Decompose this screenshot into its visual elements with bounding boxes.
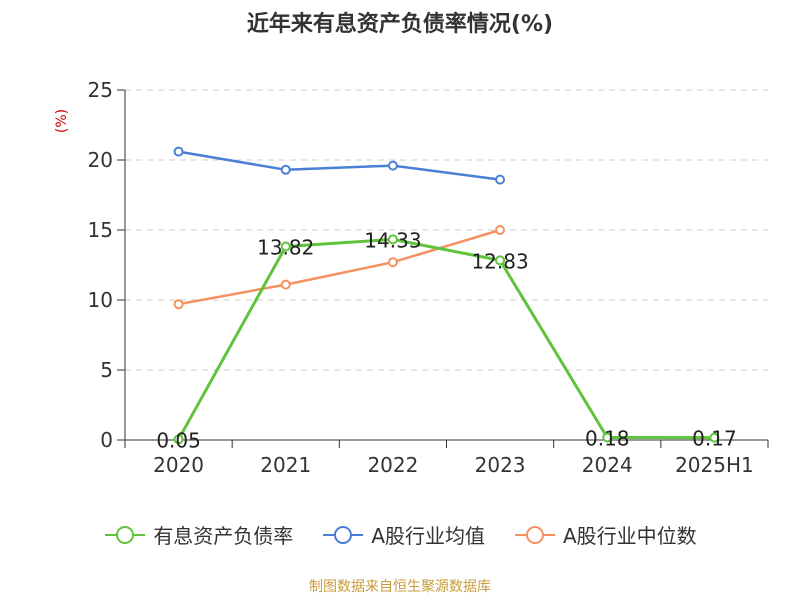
legend-item-industry-mean[interactable]: A股行业均值 [321,520,485,549]
x-tick-label: 2020 [153,453,204,477]
y-tick-label: 0 [100,428,113,452]
data-point-series-0 [709,432,720,443]
legend-marker-industry-median [515,525,555,544]
legend: 有息资产负债率 A股行业均值 A股行业中位数 [0,520,800,549]
legend-item-debt-ratio[interactable]: 有息资产负债率 [103,520,293,549]
data-point-series-1 [280,164,291,175]
chart-title: 近年来有息资产负债率情况(%) [246,12,554,37]
data-label: 0.17 [692,427,737,451]
data-point-series-1 [173,146,184,157]
data-point-series-1 [387,160,398,171]
legend-label-debt-ratio: 有息资产负债率 [153,524,294,548]
series-line-2 [178,228,501,306]
data-point-series-0 [280,241,291,252]
x-tick-label: 2024 [582,453,633,477]
series-line-0 [177,237,715,441]
data-label: 0.05 [156,428,201,452]
series-line-1 [178,150,501,181]
data-point-series-0 [387,234,398,245]
x-tick-label: 2022 [367,453,418,477]
legend-label-industry-median: A股行业中位数 [563,524,697,548]
data-source-note: 制图数据来自恒生聚源数据库 [309,579,491,595]
data-point-series-1 [495,174,506,185]
y-tick-label: 20 [88,148,113,172]
y-tick-label: 25 [88,78,113,102]
data-label: 0.18 [585,426,630,450]
x-tick-label: 2025H1 [675,453,754,477]
data-point-series-2 [173,299,184,310]
data-label: 13.82 [257,236,314,260]
x-tick-label: 2023 [475,453,526,477]
data-point-series-2 [387,257,398,268]
legend-item-industry-median[interactable]: A股行业中位数 [513,520,697,549]
data-label: 14.33 [364,228,421,252]
legend-marker-industry-mean [323,525,364,544]
data-point-series-0 [173,434,184,445]
y-tick-label: 10 [88,288,113,312]
data-point-series-2 [280,279,291,290]
data-label: 12.83 [471,249,528,273]
y-tick-label: 15 [88,218,113,242]
data-point-series-0 [495,255,506,266]
data-point-series-2 [495,225,506,235]
y-tick-label: 5 [100,358,113,382]
legend-marker-debt-ratio [105,525,146,544]
legend-label-industry-mean: A股行业均值 [371,524,485,548]
data-point-series-0 [602,432,613,443]
x-tick-label: 2021 [260,453,311,477]
